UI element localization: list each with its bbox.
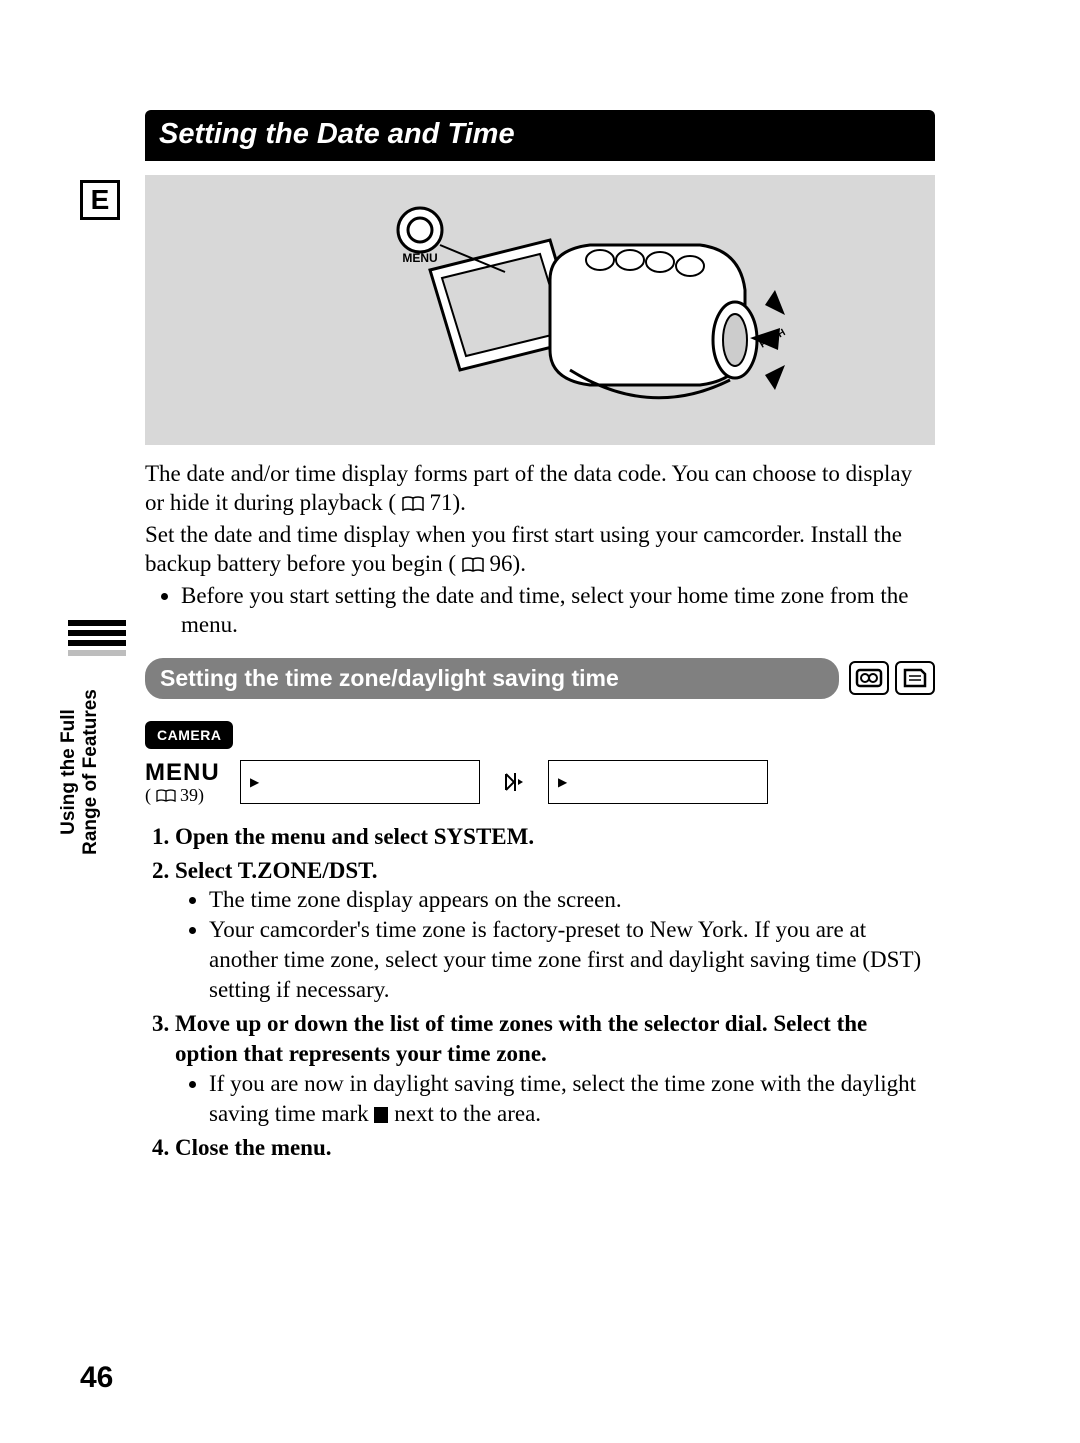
language-marker-box: E <box>80 180 120 220</box>
tape-mode-icon <box>849 661 889 695</box>
book-ref-icon <box>156 789 176 803</box>
step-3-b1a: If you are now in daylight saving time, … <box>209 1071 916 1126</box>
step-2-bullet-2: Your camcorder's time zone is factory-pr… <box>209 915 935 1005</box>
section-tab-label: Using the Full Range of Features <box>58 652 102 892</box>
book-ref-icon <box>402 496 424 512</box>
intro-p1b: ). <box>453 490 466 515</box>
book-ref-icon <box>462 557 484 573</box>
step-3-bullet-1: If you are now in daylight saving time, … <box>209 1069 935 1129</box>
menu-path-box-1: ▶ <box>240 760 480 804</box>
menu-ref: ( 39) <box>145 785 220 806</box>
step-2: Select T.ZONE/DST. The time zone display… <box>175 856 935 1005</box>
step-4: Close the menu. <box>175 1133 935 1163</box>
steps-list: Open the menu and select SYSTEM. Select … <box>145 822 935 1163</box>
step-2-bullet-1: The time zone display appears on the scr… <box>209 885 935 915</box>
intro-p2b: ). <box>513 551 526 576</box>
step-3: Move up or down the list of time zones w… <box>175 1009 935 1129</box>
card-mode-icon <box>895 661 935 695</box>
menu-label: MENU <box>145 759 220 787</box>
section-tab-line2: Range of Features <box>80 689 101 855</box>
menu-ref-num: 39 <box>180 785 198 805</box>
menu-path-box-2: ▶ <box>548 760 768 804</box>
intro-p2-ref: 96 <box>490 551 513 576</box>
step-3-b1b: next to the area. <box>388 1101 541 1126</box>
camcorder-illustration: MENU PUSH <box>145 175 935 445</box>
intro-bullet1: Before you start setting the date and ti… <box>181 581 935 640</box>
mode-icons <box>849 661 935 695</box>
triangle-right-icon: ▶ <box>549 775 577 790</box>
menu-button-label: MENU <box>402 251 437 265</box>
dst-mark-icon <box>374 1107 388 1123</box>
page-number: 46 <box>80 1361 113 1395</box>
double-triangle-icon <box>500 771 528 793</box>
triangle-right-icon: ▶ <box>241 775 269 790</box>
camera-mode-badge: CAMERA <box>145 721 233 749</box>
step-1: Open the menu and select SYSTEM. <box>175 822 935 852</box>
intro-text: The date and/or time display forms part … <box>145 459 935 640</box>
page-title: Setting the Date and Time <box>145 110 935 161</box>
intro-p1-ref: 71 <box>430 490 453 515</box>
intro-p1a: The date and/or time display forms part … <box>145 461 912 515</box>
sub-heading: Setting the time zone/daylight saving ti… <box>145 658 839 699</box>
section-tab-line1: Using the Full <box>58 709 79 835</box>
